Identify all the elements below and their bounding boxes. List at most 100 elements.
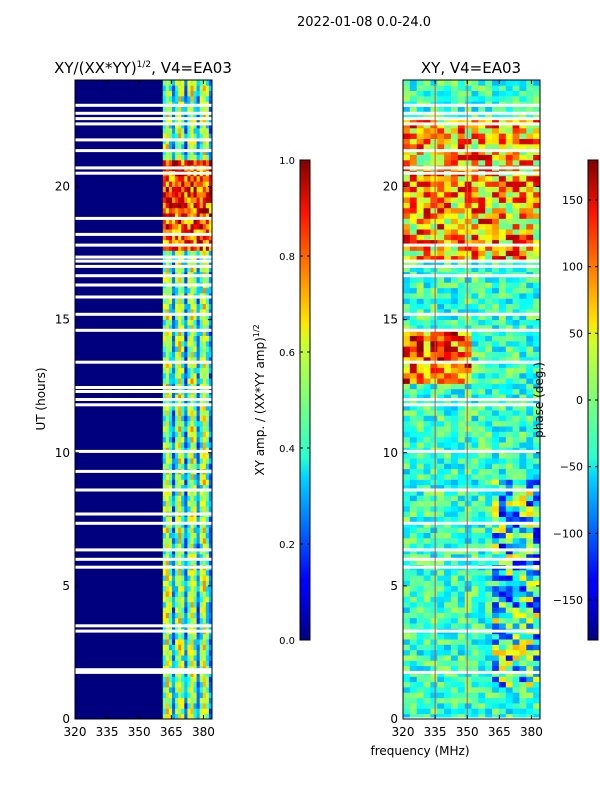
amplitude-heatmap-cell: [184, 644, 188, 651]
phase-heatmap-cell: [471, 362, 479, 368]
phase-heatmap-cell: [403, 538, 411, 544]
phase-heatmap-cell: [533, 351, 541, 358]
amplitude-heatmap-cell: [184, 617, 188, 624]
phase-heatmap-cell: [430, 495, 438, 502]
amplitude-heatmap-cell: [199, 303, 204, 310]
amplitude-heatmap-cell: [196, 676, 201, 683]
amplitude-heatmap-cell: [184, 495, 188, 502]
phase-heatmap-cell: [498, 559, 507, 565]
phase-heatmap-cell: [533, 218, 541, 225]
phase-heatmap-cell: [492, 340, 500, 347]
phase-heatmap-cell: [437, 127, 445, 134]
amplitude-heatmap-cell: [199, 351, 204, 358]
phase-heatmap-cell: [498, 569, 507, 576]
phase-heatmap-cell: [409, 559, 417, 565]
phase-heatmap-cell: [430, 218, 438, 225]
phase-heatmap-cell: [409, 655, 417, 661]
amplitude-heatmap-cell: [187, 506, 191, 512]
amplitude-heatmap-cell: [205, 404, 210, 411]
amplitude-heatmap-cell: [175, 223, 179, 230]
amplitude-heatmap-cell: [199, 335, 204, 342]
phase-heatmap-cell: [416, 399, 424, 406]
amplitude-heatmap-cell: [168, 367, 173, 374]
phase-heatmap-cell: [478, 548, 486, 555]
amplitude-heatmap-cell: [165, 591, 170, 597]
phase-heatmap-cell: [423, 207, 431, 214]
phase-heatmap-cell: [409, 644, 417, 651]
phase-heatmap-cell: [526, 245, 534, 251]
phase-heatmap-cell: [471, 191, 479, 198]
phase-heatmap-cell: [471, 692, 479, 699]
amplitude-heatmap-cell: [175, 229, 179, 235]
phase-heatmap-cell: [512, 80, 520, 86]
amplitude-heatmap-cell: [199, 506, 204, 512]
phase-heatmap-cell: [423, 255, 431, 262]
phase-heatmap-cell: [512, 681, 520, 688]
amplitude-heatmap-cell: [193, 277, 197, 283]
amplitude-heatmap-cell: [187, 553, 191, 560]
phase-heatmap-cell: [492, 154, 500, 161]
phase-heatmap-cell: [505, 303, 514, 310]
phase-heatmap-cell: [450, 261, 459, 267]
phase-heatmap-cell: [512, 601, 520, 608]
amplitude-heatmap-cell: [181, 415, 185, 422]
amplitude-heatmap-cell: [208, 133, 213, 139]
phase-heatmap-cell: [512, 612, 520, 619]
phase-heatmap-cell: [485, 239, 493, 246]
amplitude-heatmap-cell: [172, 245, 176, 251]
phase-heatmap-cell: [519, 687, 527, 693]
amplitude-heatmap-cell: [196, 287, 201, 294]
phase-heatmap-cell: [519, 213, 527, 219]
phase-heatmap-cell: [464, 527, 472, 533]
phase-heatmap-cell: [423, 202, 431, 209]
phase-xtick-label: 350: [456, 725, 479, 739]
phase-heatmap-cell: [409, 543, 417, 549]
amplitude-heatmap-cell: [187, 633, 191, 640]
phase-heatmap-cell: [485, 319, 493, 326]
amplitude-heatmap-cell: [205, 245, 210, 251]
phase-heatmap-cell: [464, 362, 472, 368]
amplitude-heatmap-cell: [165, 617, 170, 624]
amplitude-heatmap-cell: [178, 676, 182, 683]
amplitude-heatmap-cell: [184, 660, 188, 667]
phase-heatmap-cell: [505, 143, 514, 150]
phase-heatmap-cell: [505, 420, 514, 427]
phase-heatmap-cell: [505, 692, 514, 699]
amplitude-heatmap-cell: [187, 250, 191, 257]
phase-heatmap-cell: [485, 122, 493, 129]
amplitude-heatmap-cell: [165, 356, 170, 363]
amplitude-heatmap-cell: [193, 298, 197, 304]
phase-heatmap-cell: [498, 548, 507, 555]
phase-heatmap-cell: [526, 378, 534, 384]
phase-heatmap-cell: [533, 325, 541, 331]
phase-heatmap-cell: [485, 266, 493, 273]
phase-heatmap-cell: [464, 607, 472, 613]
phase-heatmap-cell: [485, 692, 493, 699]
phase-heatmap-cell: [409, 186, 417, 193]
phase-heatmap-cell: [512, 287, 520, 294]
amplitude-heatmap-cell: [172, 687, 176, 693]
amplitude-heatmap-cell: [187, 213, 191, 219]
phase-heatmap-cell: [444, 250, 452, 257]
amplitude-heatmap-cell: [184, 234, 188, 241]
phase-heatmap-cell: [519, 538, 527, 544]
phase-heatmap-cell: [478, 468, 486, 475]
phase-heatmap-cell: [457, 372, 465, 379]
phase-heatmap-cell: [526, 218, 534, 225]
phase-heatmap-cell: [478, 266, 486, 273]
phase-heatmap-cell: [444, 394, 452, 400]
amplitude-heatmap-cell: [208, 175, 213, 182]
amplitude-heatmap-cell: [196, 612, 201, 619]
phase-heatmap-cell: [498, 495, 507, 502]
amplitude-heatmap-cell: [187, 500, 191, 507]
amplitude-heatmap-cell: [187, 340, 191, 347]
phase-heatmap-cell: [437, 431, 445, 438]
amplitude-heatmap-cell: [193, 687, 197, 693]
amplitude-heatmap-cell: [172, 309, 176, 315]
phase-heatmap-cell: [519, 532, 527, 539]
phase-heatmap-cell: [403, 303, 411, 310]
phase-heatmap-cell: [526, 479, 534, 486]
phase-heatmap-cell: [416, 585, 424, 592]
amplitude-heatmap-cell: [165, 378, 170, 384]
amplitude-heatmap-cell: [184, 436, 188, 443]
